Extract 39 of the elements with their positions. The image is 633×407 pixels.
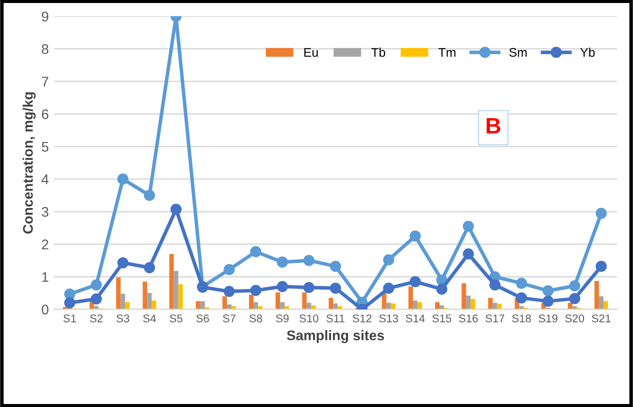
x-tick-label: S9 bbox=[276, 314, 289, 322]
x-tick-label: S18 bbox=[512, 314, 531, 322]
annotation: B bbox=[486, 118, 500, 134]
y-tick-label: 3 bbox=[42, 206, 48, 217]
x-tick-label: S3 bbox=[116, 314, 130, 322]
y-tick-label: 9 bbox=[42, 12, 48, 22]
x-tick-label: S14 bbox=[406, 314, 425, 322]
x-tick-label: S21 bbox=[592, 314, 611, 322]
x-tick-label: S1 bbox=[63, 314, 76, 322]
x-tick-label: S17 bbox=[486, 314, 504, 322]
y-tick-label: 5 bbox=[42, 142, 48, 152]
x-tick-label: S13 bbox=[379, 314, 398, 322]
x-tick-label: S10 bbox=[300, 314, 318, 322]
y-tick-label: 6 bbox=[42, 109, 48, 120]
x-tick-label: S6 bbox=[196, 314, 209, 322]
y-tick-label: 8 bbox=[42, 44, 48, 54]
y-tick-label: 0 bbox=[42, 304, 48, 314]
legend-label: Tb bbox=[371, 48, 386, 57]
legend-label: Eu bbox=[304, 48, 318, 57]
y-tick-label: 7 bbox=[42, 76, 48, 86]
y-axis-title: Concentration, mg/kg bbox=[22, 92, 36, 234]
legend-label: Sm bbox=[509, 48, 527, 57]
x-axis-title: Sampling sites bbox=[286, 330, 384, 344]
x-tick-label: S20 bbox=[565, 314, 584, 322]
x-tick-label: S4 bbox=[143, 314, 156, 322]
x-tick-label: S5 bbox=[170, 314, 182, 322]
x-tick-label: S15 bbox=[432, 314, 452, 322]
y-tick-label: 2 bbox=[42, 240, 48, 250]
x-tick-label: S12 bbox=[352, 314, 372, 322]
legend-label: Yb bbox=[580, 48, 595, 57]
y-tick-label: 4 bbox=[42, 174, 49, 184]
x-tick-label: S19 bbox=[538, 314, 558, 322]
x-tick-label: S16 bbox=[458, 314, 478, 322]
x-tick-label: S11 bbox=[326, 314, 344, 322]
legend-label: Tm bbox=[438, 48, 456, 57]
x-tick-label: S2 bbox=[90, 314, 103, 322]
y-tick-label: 1 bbox=[42, 272, 48, 282]
x-tick-label: S7 bbox=[222, 314, 236, 322]
x-tick-label: S8 bbox=[249, 314, 262, 322]
